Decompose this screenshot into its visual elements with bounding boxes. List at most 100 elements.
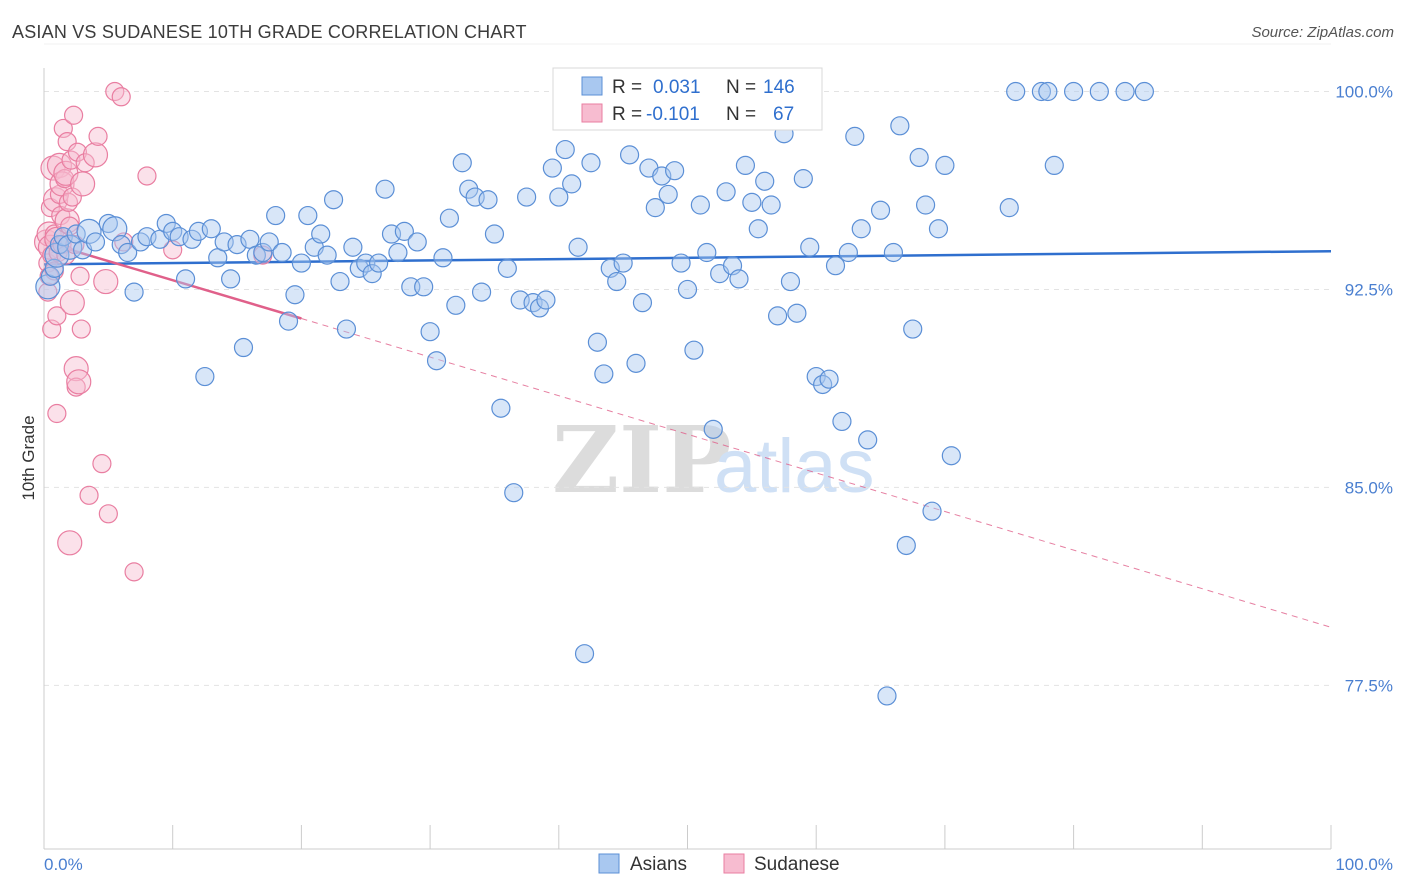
- asian-point: [426, 351, 447, 371]
- asian-point: [787, 303, 807, 323]
- asian-point: [607, 271, 627, 292]
- sudanese-r-label: R =: [612, 104, 642, 125]
- asian-point: [915, 195, 936, 215]
- sudanese-point: [57, 132, 77, 152]
- trend-lines: [43, 240, 1332, 628]
- asian-point: [1006, 81, 1026, 102]
- asian-point: [336, 319, 357, 339]
- sudanese-point: [79, 485, 99, 505]
- asian-point: [201, 219, 221, 239]
- asian-point: [536, 290, 556, 310]
- asian-point: [452, 153, 472, 173]
- x-tick-label: 0.0%: [44, 855, 83, 874]
- y-tick-label: 77.5%: [1345, 676, 1393, 695]
- asian-point: [851, 219, 871, 239]
- watermark-atlas: atlas: [714, 424, 875, 509]
- asian-point: [182, 229, 202, 249]
- asian-point: [684, 340, 704, 360]
- asian-point: [922, 501, 942, 521]
- asian-trend-line: [43, 249, 1332, 266]
- sudanese-legend-swatch: [581, 103, 603, 123]
- y-tick-labels: 77.5% 85.0% 92.5% 100.0%: [1335, 83, 1393, 696]
- asian-point: [877, 686, 897, 706]
- asian-point: [1031, 81, 1052, 102]
- asian-point: [858, 430, 878, 450]
- asian-point: [645, 198, 665, 218]
- asian-point: [1115, 81, 1135, 102]
- sudanese-point: [98, 504, 118, 524]
- asian-point: [896, 535, 916, 556]
- asian-point: [928, 219, 949, 239]
- watermark: ZIP atlas: [552, 406, 875, 514]
- asian-point: [420, 322, 440, 342]
- asian-point: [742, 192, 762, 212]
- y-axis-label: 10th Grade: [19, 415, 38, 500]
- asian-point: [369, 253, 389, 273]
- sudanese-point: [93, 268, 119, 295]
- asian-point: [1038, 81, 1058, 102]
- sudanese-point: [70, 171, 96, 197]
- gridlines: [44, 43, 1331, 686]
- asian-point: [697, 242, 717, 263]
- asian-point: [388, 242, 408, 263]
- asian-point: [755, 171, 775, 191]
- asian-point: [375, 179, 395, 199]
- asian-r-value: 0.031: [653, 77, 701, 98]
- asian-point: [504, 483, 524, 503]
- sudanese-n-label: N =: [726, 104, 756, 125]
- sudanese-point: [47, 306, 67, 326]
- asian-n-label: N =: [726, 77, 756, 98]
- asian-point: [459, 179, 479, 199]
- asian-point: [793, 169, 813, 189]
- asian-point: [800, 237, 820, 257]
- asian-point: [883, 242, 904, 263]
- asian-point: [555, 139, 575, 160]
- asian-point: [517, 187, 537, 207]
- sudanese-point: [63, 356, 89, 382]
- asian-point: [85, 232, 106, 252]
- asian-point: [478, 190, 498, 210]
- asian-point: [298, 205, 318, 226]
- sudanese-point: [137, 166, 157, 186]
- asian-point: [259, 232, 279, 252]
- asian-point: [935, 155, 955, 176]
- asian-n-value: 146: [763, 77, 795, 98]
- watermark-zip: ZIP: [552, 406, 731, 514]
- sudanese-trend-line: [43, 240, 302, 320]
- sudanese-legend-label: Sudanese: [754, 854, 840, 875]
- asian-point: [562, 174, 582, 194]
- asian-legend-swatch: [581, 76, 603, 96]
- asian-point: [394, 221, 414, 241]
- asian-point: [1134, 81, 1154, 102]
- asian-point: [1063, 81, 1084, 102]
- asian-point: [1089, 81, 1109, 102]
- asian-point: [163, 221, 183, 241]
- asian-point: [870, 200, 891, 220]
- sudanese-point: [59, 290, 85, 316]
- asian-point: [118, 242, 138, 263]
- asian-point: [407, 232, 427, 252]
- asian-point: [253, 242, 273, 263]
- sudanese-point: [88, 126, 108, 146]
- asian-point: [581, 153, 601, 173]
- asian-point: [414, 277, 434, 297]
- sudanese-trend-extension: [301, 318, 1332, 628]
- asian-point: [76, 218, 102, 244]
- asian-point: [658, 184, 678, 205]
- asian-point: [124, 282, 144, 302]
- x-tick-label: 100.0%: [1335, 855, 1393, 874]
- sudanese-point: [124, 562, 144, 582]
- y-tick-label: 85.0%: [1345, 478, 1393, 497]
- y-tick-label: 92.5%: [1345, 280, 1393, 299]
- asian-point: [195, 366, 215, 387]
- asian-point: [542, 158, 562, 178]
- sudanese-legend-swatch-bottom: [723, 853, 745, 874]
- asian-point: [903, 319, 923, 339]
- asian-point: [729, 269, 749, 289]
- asian-point: [111, 234, 131, 255]
- asian-point: [941, 446, 961, 466]
- asian-point: [362, 264, 382, 284]
- asian-point: [343, 237, 363, 257]
- asian-r-label: R =: [612, 77, 642, 98]
- asian-point: [574, 644, 595, 664]
